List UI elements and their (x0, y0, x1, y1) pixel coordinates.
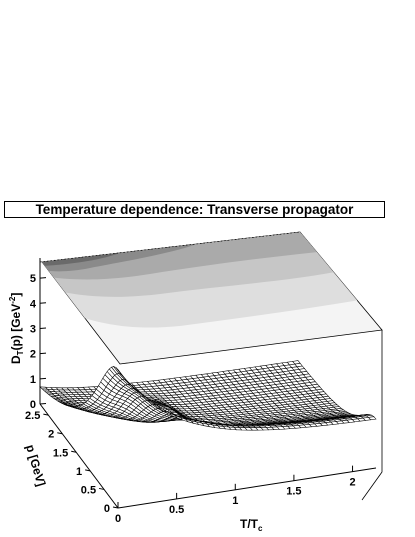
x-tick-label: 0.5 (169, 504, 184, 516)
x-tick-label: 1 (232, 495, 238, 507)
y-tick (85, 469, 91, 472)
x-axis-label: T/Tc (240, 517, 263, 533)
x-axis-line (117, 467, 377, 509)
y-tick (71, 450, 77, 453)
z-tick-label: 5 (30, 273, 36, 285)
z-tick-label: 0 (30, 399, 36, 411)
x-axis: 0 0.5 1 1.5 2 (115, 465, 377, 525)
x-label-main: T/T (240, 517, 259, 531)
y-tick (98, 487, 105, 490)
z-tick (39, 377, 47, 380)
z-label-close: ] (9, 293, 23, 297)
z-tick-label: 4 (30, 298, 37, 310)
x-tick-label: 1.5 (286, 486, 301, 498)
z-tick-label: 3 (30, 323, 36, 335)
surface-cell (115, 367, 124, 377)
y-tick-label: 2.5 (25, 410, 40, 422)
chart-title: Temperature dependence: Transverse propa… (35, 202, 354, 217)
y-axis-line (39, 403, 119, 509)
z-label-rest: (p) [GeV (9, 304, 23, 351)
z-tick (39, 302, 47, 304)
z-label-main: D (9, 355, 23, 364)
y-axis-label: p [GeV] (23, 443, 48, 488)
svg-text:DT(p) [GeV-2]: DT(p) [GeV-2] (8, 293, 25, 364)
top-projection (41, 231, 383, 365)
z-axis-label: DT(p) [GeV-2] (8, 293, 25, 364)
z-tick-label: 2 (30, 349, 36, 361)
y-axis: 0 0.5 1 1.5 2 2.5 (25, 403, 119, 515)
z-tick (39, 403, 47, 405)
z-tick (39, 352, 47, 355)
y-tick-label: 0.5 (81, 484, 96, 496)
y-tick-label: 0 (104, 503, 110, 515)
z-tick-label: 1 (30, 374, 36, 386)
x-tick-label: 2 (349, 477, 355, 489)
z-label-sub: T (16, 350, 25, 355)
right-wall (361, 330, 383, 501)
x-label-sub: c (258, 524, 263, 533)
z-label-sup: -2 (8, 296, 17, 304)
y-tick-label: 2 (48, 429, 54, 441)
y-tick-label: 1 (76, 466, 82, 478)
y-tick-label: 1.5 (53, 447, 68, 459)
contour-band-3 (42, 232, 318, 280)
z-tick (39, 327, 47, 329)
x-tick-label: 0 (115, 513, 121, 525)
y-tick (112, 506, 119, 509)
contour-band-4 (42, 243, 200, 272)
z-tick (39, 277, 47, 279)
y-tick (57, 432, 63, 435)
chart-title-box: Temperature dependence: Transverse propa… (4, 201, 385, 218)
back-grid (39, 231, 301, 263)
contour-band-5 (42, 253, 120, 266)
surface-mesh (39, 360, 377, 431)
y-tick (43, 413, 49, 416)
y-label-text: p [GeV] (23, 443, 48, 488)
z-axis: 0 1 2 3 4 5 (30, 258, 47, 411)
